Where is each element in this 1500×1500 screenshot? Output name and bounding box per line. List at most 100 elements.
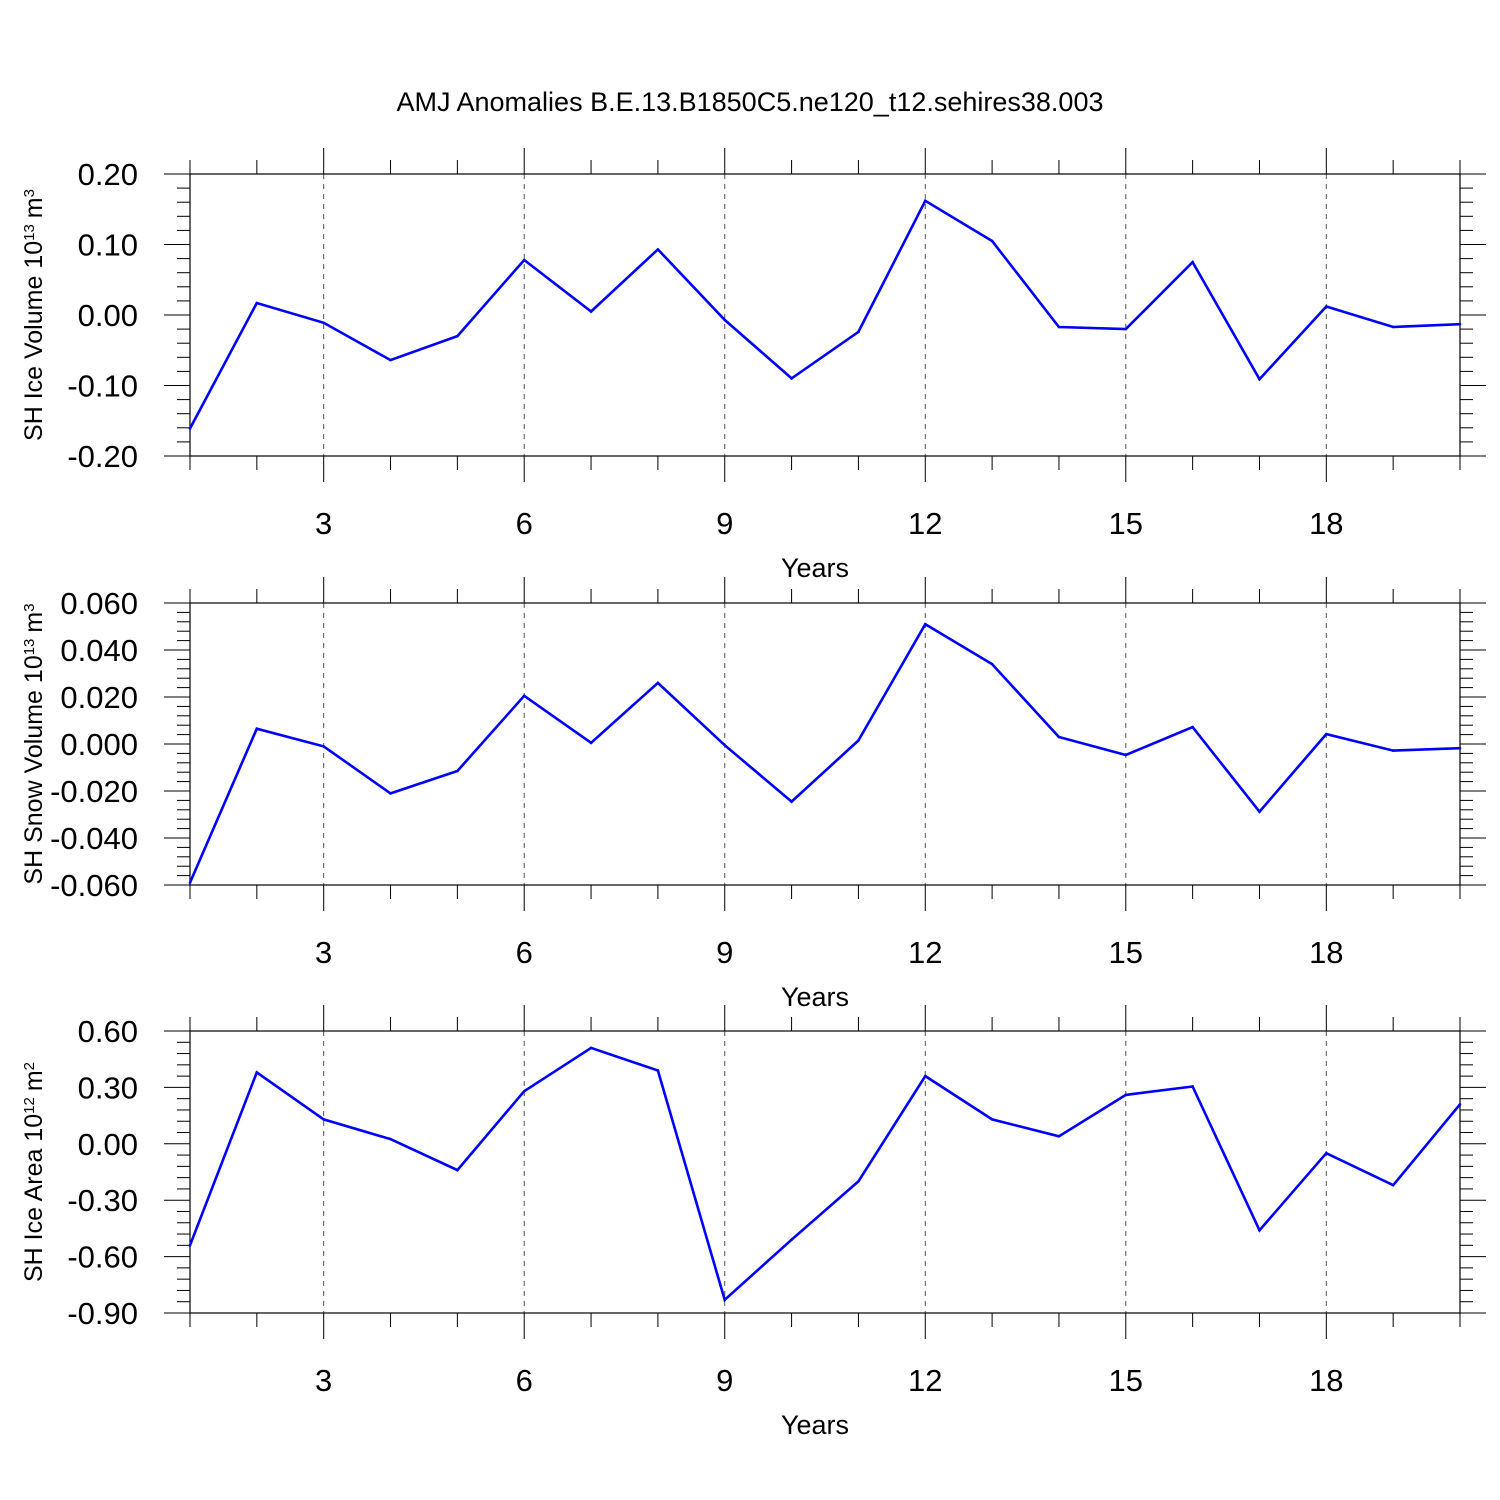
data-point (923, 1074, 927, 1078)
data-point (1325, 305, 1328, 308)
y-axis-label-text: SH Ice Area 10 (20, 1114, 48, 1282)
data-point (522, 1089, 526, 1093)
x-tick-label: 9 (716, 1363, 733, 1398)
plot-frame (189, 602, 1461, 886)
data-point (1391, 749, 1395, 752)
data-point (723, 318, 727, 322)
y-axis-label-unit: m (20, 1070, 48, 1091)
data-point (1191, 260, 1194, 264)
series-line (188, 198, 1461, 430)
y-tick-label: -0.20 (67, 439, 138, 474)
data-point (255, 727, 259, 731)
data-point (1258, 810, 1261, 813)
x-tick-label: 9 (716, 935, 733, 970)
y-tick-label: -0.020 (50, 774, 138, 809)
x-tick-label: 18 (1309, 935, 1343, 970)
plot-frame (189, 173, 1461, 457)
data-point (1124, 1093, 1128, 1097)
series-line (188, 1046, 1462, 1303)
panel-1: 3 6 9 12 15 18 Years -0.20 -0.10 0.00 0.10 0.20 SH I… (20, 148, 1486, 583)
x-axis-label: Years (781, 1410, 849, 1440)
data-point (1057, 325, 1061, 329)
data-point (1458, 746, 1462, 750)
x-tick-label: 3 (315, 935, 332, 970)
data-point (1124, 753, 1128, 757)
y-tick-label: -0.10 (67, 369, 138, 404)
y-axis-label-text: SH Snow Volume 10 (20, 655, 48, 884)
data-point (322, 745, 325, 748)
data-point (1057, 735, 1061, 739)
data-point (1458, 322, 1462, 326)
x-tick-label: 15 (1109, 935, 1143, 970)
y-tick-label: 0.10 (78, 228, 138, 263)
y-axis-label: SH Ice Volume 1013 m3 (20, 189, 48, 441)
data-point (389, 792, 392, 795)
x-tick-label: 6 (516, 935, 533, 970)
data-point (589, 1046, 593, 1050)
data-point (255, 301, 259, 305)
x-tick-label: 3 (315, 1363, 332, 1398)
x-tick-label: 15 (1109, 1363, 1143, 1398)
data-point (656, 1069, 660, 1072)
data-point (1325, 1151, 1328, 1155)
data-point (322, 1118, 325, 1121)
x-tick-label: 9 (716, 506, 733, 541)
data-point (990, 239, 994, 243)
y-axis-label: SH Snow Volume 1013 m3 (20, 603, 48, 884)
data-point (322, 321, 325, 325)
data-point (522, 694, 526, 698)
data-point (1391, 1183, 1395, 1187)
data-point (923, 622, 927, 626)
x-tick-label: 6 (516, 1363, 533, 1398)
y-axis-label-exponent: 12 (21, 1097, 38, 1114)
data-point (589, 310, 593, 313)
y-tick-label: -0.60 (67, 1240, 138, 1275)
data-point (857, 739, 860, 742)
data-point (857, 1180, 860, 1183)
data-point (1057, 1134, 1061, 1138)
data-point (790, 800, 793, 803)
data-point (1258, 1228, 1261, 1232)
data-point (1325, 732, 1328, 736)
x-axis-label: Years (781, 982, 849, 1012)
data-point (389, 1137, 392, 1141)
data-point (990, 1118, 994, 1121)
data-point (857, 330, 860, 334)
y-axis-label: SH Ice Area 1012 m2 (20, 1062, 48, 1282)
y-tick-label: -0.060 (50, 868, 138, 903)
x-tick-label: 3 (315, 506, 332, 541)
x-tick-label: 12 (908, 506, 942, 541)
x-tick-label: 12 (908, 935, 942, 970)
panel-3: 3 6 9 12 15 18 Years -0.90 -0.60 -0.30 0.00 0.30 0.6… (20, 1005, 1486, 1440)
y-axis-label-unit: m (20, 612, 48, 633)
y-tick-label: -0.90 (67, 1296, 138, 1331)
data-point (790, 1238, 793, 1241)
data-point (456, 1168, 459, 1172)
y-tick-label: -0.30 (67, 1183, 138, 1218)
data-point (188, 427, 192, 430)
data-point (1191, 1085, 1194, 1088)
y-tick-label: 0.060 (60, 586, 138, 621)
y-tick-label: 0.040 (60, 633, 138, 668)
y-tick-label: 0.00 (78, 1127, 138, 1162)
data-point (790, 377, 793, 380)
y-tick-label: -0.040 (50, 821, 138, 856)
y-axis-label-exponent: 13 (21, 224, 38, 241)
data-point (389, 358, 392, 362)
data-point (1191, 725, 1194, 729)
y-tick-label: 0.020 (60, 680, 138, 715)
data-point (188, 1244, 192, 1247)
y-axis-label-unit-exponent: 3 (21, 603, 38, 611)
data-point (656, 681, 660, 685)
data-point (723, 1298, 727, 1302)
data-point (990, 662, 994, 666)
series-line (188, 622, 1461, 884)
y-tick-label: 0.60 (78, 1014, 138, 1049)
y-axis-label-unit-exponent: 2 (21, 1062, 38, 1070)
y-axis-label-exponent: 13 (21, 639, 38, 656)
data-point (522, 258, 526, 262)
data-point (589, 741, 593, 745)
x-tick-label: 15 (1109, 506, 1143, 541)
panel-2: 3 6 9 12 15 18 Years -0.060 -0.040 -0.020 0.000 0.0… (20, 577, 1486, 1012)
